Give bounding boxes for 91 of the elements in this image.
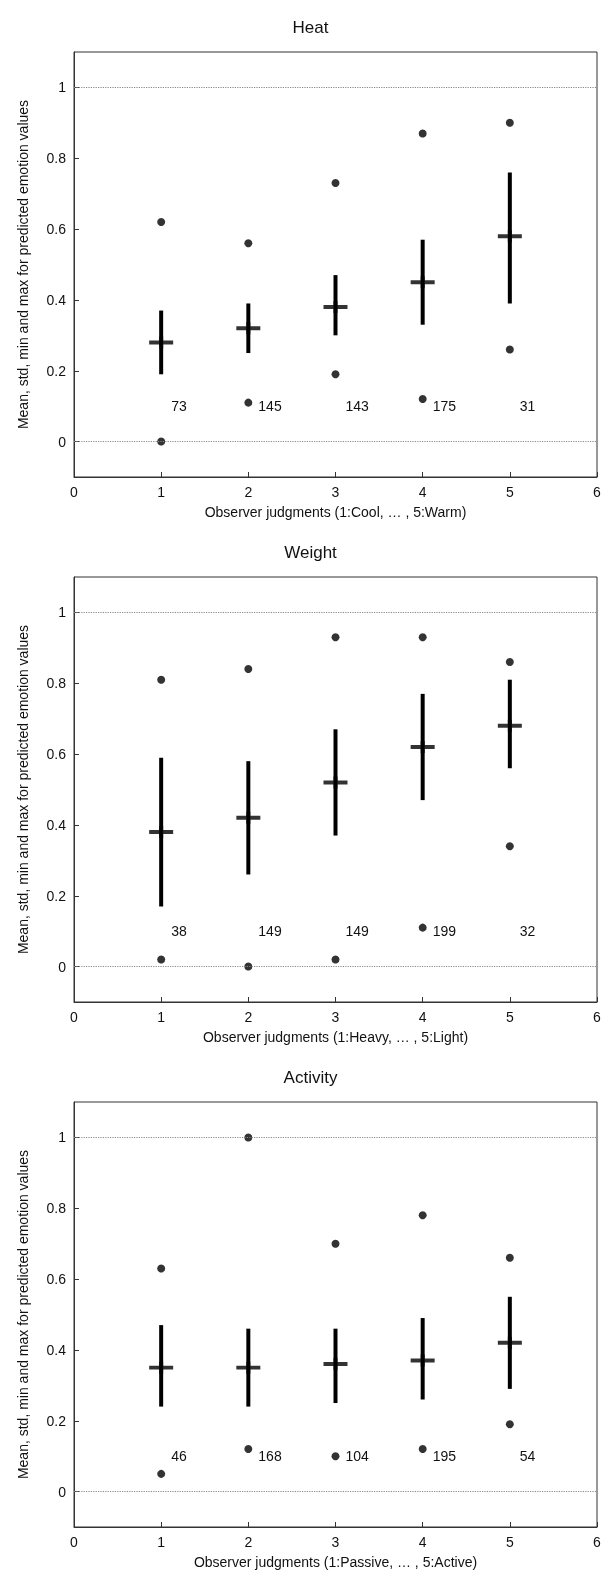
point xyxy=(505,842,514,851)
x-tick-label: 4 xyxy=(418,484,427,500)
point xyxy=(244,398,253,407)
annotation: 149 xyxy=(345,923,370,940)
x-tick-label: 2 xyxy=(244,1534,253,1550)
x-axis-title: Observer judgments (1:Cool, … , 5:Warm) xyxy=(204,504,467,520)
point xyxy=(418,129,427,138)
point xyxy=(418,1445,427,1454)
annotation: 73 xyxy=(171,398,187,415)
y-tick-label: 0.8 xyxy=(46,1200,67,1217)
point xyxy=(331,1239,340,1248)
annotation: 143 xyxy=(345,398,370,415)
chart-title: Activity xyxy=(283,1068,338,1087)
x-tick-label: 1 xyxy=(157,484,166,500)
x-tick-label: 5 xyxy=(505,1009,514,1025)
x-tick-label: 6 xyxy=(593,484,602,500)
annotation: 145 xyxy=(258,398,282,415)
annotation: 38 xyxy=(171,923,187,940)
y-tick-label: 0.2 xyxy=(46,1412,67,1429)
annotation: 149 xyxy=(258,923,282,940)
y-axis-title: Mean, std, min and max for predicted emotion values xyxy=(15,99,31,430)
point xyxy=(331,179,340,188)
x-tick-label: 1 xyxy=(157,1534,166,1550)
y-tick-label: 0.6 xyxy=(46,746,67,763)
x-tick-label: 3 xyxy=(331,1009,340,1025)
y-tick-label: 1 xyxy=(58,604,67,621)
annotation: 175 xyxy=(432,398,457,415)
y-tick-label: 0 xyxy=(58,433,67,450)
x-tick-label: 5 xyxy=(505,484,514,500)
point xyxy=(157,1264,166,1273)
x-tick-label: 4 xyxy=(418,1534,427,1550)
point xyxy=(157,1469,166,1478)
x-tick-label: 3 xyxy=(331,1534,340,1550)
point xyxy=(244,665,253,674)
x-tick-label: 2 xyxy=(244,1009,253,1025)
point xyxy=(505,658,514,666)
y-tick-label: 0.6 xyxy=(46,221,67,238)
x-tick-label: 0 xyxy=(70,1009,79,1025)
x-tick-label: 5 xyxy=(505,1534,514,1550)
x-tick-label: 0 xyxy=(70,484,79,500)
point xyxy=(331,955,340,964)
x-tick-label: 6 xyxy=(593,1009,602,1025)
x-tick-label: 2 xyxy=(244,484,253,500)
annotation: 54 xyxy=(519,1448,536,1465)
annotation: 199 xyxy=(432,923,457,940)
y-axis-title: Mean, std, min and max for predicted emotion values xyxy=(15,1149,31,1480)
x-tick-label: 0 xyxy=(70,1534,79,1550)
point xyxy=(157,955,166,964)
point xyxy=(418,923,427,932)
y-tick-label: 0.8 xyxy=(46,675,67,692)
x-tick-label: 6 xyxy=(593,1534,602,1550)
point xyxy=(244,1445,253,1454)
y-tick-label: 0.4 xyxy=(46,291,67,308)
x-axis-title: Observer judgments (1:Passive, … , 5:Active) xyxy=(193,1554,478,1570)
y-tick-label: 1 xyxy=(58,1129,67,1146)
point xyxy=(331,370,340,379)
point xyxy=(157,218,166,226)
point xyxy=(157,437,166,446)
x-tick-label: 3 xyxy=(331,484,340,500)
point xyxy=(505,118,514,127)
annotation: 195 xyxy=(432,1448,457,1465)
y-tick-label: 0.4 xyxy=(46,816,67,833)
point xyxy=(505,345,514,354)
annotation: 104 xyxy=(345,1448,370,1465)
annotation: 32 xyxy=(519,923,536,940)
y-axis-title: Mean, std, min and max for predicted emotion values xyxy=(15,624,31,955)
point xyxy=(505,1253,514,1262)
point xyxy=(505,1420,514,1429)
y-tick-label: 1 xyxy=(58,79,67,96)
y-tick-label: 0 xyxy=(58,1483,67,1500)
point xyxy=(418,633,427,642)
y-tick-label: 0.6 xyxy=(46,1271,67,1288)
y-tick-label: 0.2 xyxy=(46,362,67,379)
point xyxy=(157,675,166,684)
y-tick-label: 0.8 xyxy=(46,150,67,167)
annotation: 46 xyxy=(171,1448,187,1465)
y-tick-label: 0.2 xyxy=(46,887,67,904)
x-tick-label: 4 xyxy=(418,1009,427,1025)
x-tick-label: 1 xyxy=(157,1009,166,1025)
x-axis-title: Observer judgments (1:Heavy, … , 5:Light) xyxy=(202,1029,469,1045)
point xyxy=(244,239,253,248)
chart-title: Weight xyxy=(284,543,338,562)
point xyxy=(418,395,427,404)
y-tick-label: 0 xyxy=(58,958,67,975)
y-tick-label: 0.4 xyxy=(46,1341,67,1358)
annotation: 168 xyxy=(258,1448,282,1465)
point xyxy=(331,633,340,642)
annotation: 31 xyxy=(519,398,536,415)
point xyxy=(331,1452,340,1461)
point xyxy=(418,1211,427,1220)
chart-title: Heat xyxy=(292,18,329,37)
